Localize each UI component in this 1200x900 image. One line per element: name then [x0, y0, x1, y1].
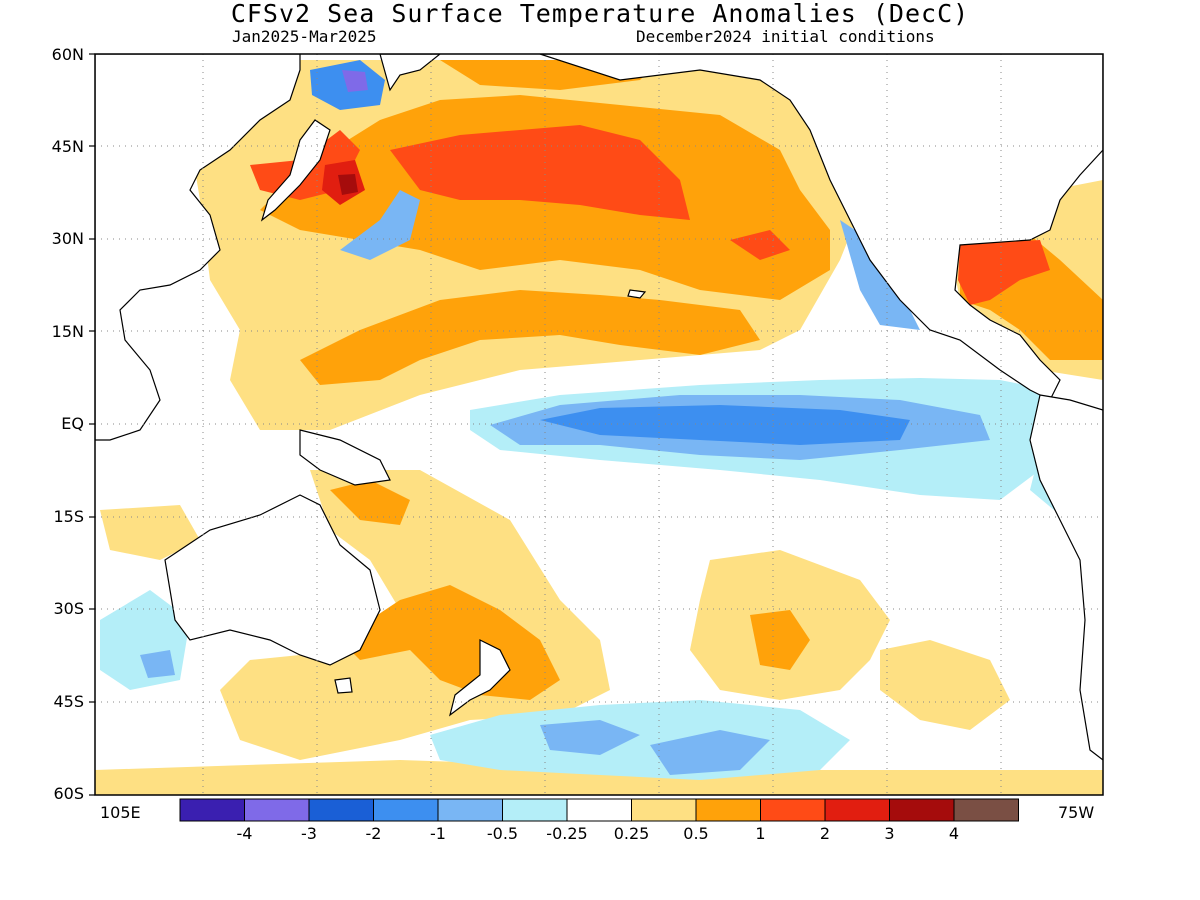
legend-swatch-8: [695, 798, 761, 822]
lat-label-45n: 45N: [51, 137, 84, 156]
legend-tick-label-9: 2: [820, 824, 830, 843]
hot-north-pacific-core: [390, 125, 690, 220]
hot-japan-max: [338, 174, 358, 195]
lat-label-15s: 15S: [53, 507, 84, 526]
lat-label-45s: 45S: [53, 692, 84, 711]
land-tasmania: [334, 677, 353, 694]
warm-subtropical-band: [300, 290, 760, 385]
map-title: CFSv2 Sea Surface Temperature Anomalies …: [230, 0, 970, 28]
land-asia: [95, 54, 301, 441]
graticule: [95, 54, 1103, 795]
legend-swatch-3: [373, 798, 439, 822]
axis-ticks: [89, 53, 95, 796]
legend-swatch-1: [244, 798, 310, 822]
legend-tick-label-7: 0.5: [683, 824, 708, 843]
land-new-guinea: [299, 429, 391, 486]
land-australia: [164, 494, 381, 666]
warm-west-south: [100, 505, 200, 560]
cool-california-current: [840, 220, 920, 330]
land-japan: [260, 119, 331, 222]
legend-tick-label-4: -0.5: [487, 824, 518, 843]
legend-tick-label-10: 3: [884, 824, 894, 843]
legend-swatch-10: [824, 798, 890, 822]
warm-coral-sea: [330, 480, 410, 525]
legend-tick-label-8: 1: [755, 824, 765, 843]
legend-tick-label-0: -4: [237, 824, 253, 843]
land-kamchatka: [379, 54, 441, 92]
lat-label-60n: 60N: [51, 45, 84, 64]
warm-southern-band: [95, 760, 1103, 795]
lat-label-30s: 30S: [53, 599, 84, 618]
cool-kuroshio: [340, 190, 420, 260]
anomaly-field: [95, 54, 1103, 795]
cool-okhotsk-core: [342, 70, 368, 92]
legend-swatch-6: [566, 798, 632, 822]
legend-swatch-5: [502, 798, 568, 822]
legend-tick-label-1: -3: [301, 824, 317, 843]
land-outlines: [95, 54, 1103, 761]
legend-tick-label-3: -1: [430, 824, 446, 843]
hot-gulf-of-mexico: [958, 240, 1050, 305]
initial-conditions: December2024 initial conditions: [636, 27, 935, 46]
lat-label-15n: 15N: [51, 322, 84, 341]
lat-label-eq: EQ: [61, 414, 84, 433]
land-new-zealand: [449, 639, 511, 717]
cool-equatorial-core: [540, 405, 910, 445]
land-hawaii: [627, 289, 647, 299]
warm-southeast: [880, 640, 1010, 730]
cool-southern-core: [540, 720, 640, 755]
legend-tick-label-5: -0.25: [546, 824, 587, 843]
legend-tick-label-2: -2: [366, 824, 382, 843]
hot-eastern-patch: [730, 230, 790, 260]
forecast-period: Jan2025-Mar2025: [232, 27, 377, 46]
lon-label-105e: 105E: [100, 803, 141, 822]
legend-swatch-9: [760, 798, 826, 822]
legend-swatch-7: [631, 798, 697, 822]
warm-south-pacific-core: [750, 610, 810, 670]
cool-southern-core-east: [650, 730, 770, 775]
legend-swatch-0: [179, 798, 245, 822]
cool-indian-core: [140, 650, 175, 678]
legend-swatch-11: [889, 798, 955, 822]
legend-swatch-4: [437, 798, 503, 822]
lon-label-75w: 75W: [1058, 803, 1095, 822]
lat-label-30n: 30N: [51, 229, 84, 248]
legend-tick-label-6: 0.25: [614, 824, 650, 843]
legend-swatch-2: [308, 798, 374, 822]
legend-swatch-12: [953, 798, 1019, 822]
legend-tick-label-11: 4: [949, 824, 959, 843]
land-south-america: [1029, 394, 1103, 761]
lat-label-60s: 60S: [53, 784, 84, 803]
